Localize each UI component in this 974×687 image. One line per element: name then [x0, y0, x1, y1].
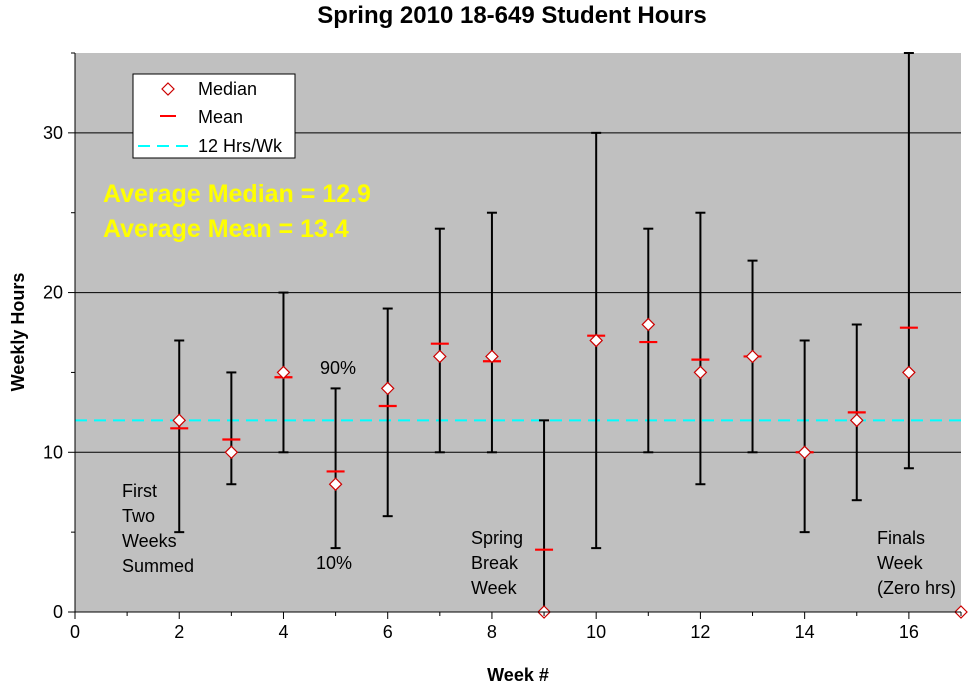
annotation-first-weeks-2: Two — [122, 506, 155, 526]
x-tick-label-4: 4 — [278, 622, 288, 642]
x-tick-label-14: 14 — [795, 622, 815, 642]
median-marker-week-13 — [745, 349, 760, 364]
chart-title: Spring 2010 18-649 Student Hours — [317, 2, 706, 29]
median-marker-week-3 — [224, 445, 239, 460]
median-marker-week-7 — [432, 349, 447, 364]
annotation-first-weeks-1: First — [122, 481, 157, 501]
annotation-first-weeks-3: Weeks — [122, 531, 177, 551]
legend: Median Mean 12 Hrs/Wk — [132, 73, 296, 159]
x-axis-title: Week # — [487, 665, 549, 685]
axes — [68, 52, 962, 619]
median-marker-week-2 — [172, 413, 187, 428]
legend-median-marker — [161, 82, 175, 96]
x-tick-label-10: 10 — [586, 622, 606, 642]
y-tick-label-20: 20 — [43, 283, 63, 303]
median-marker-week-12 — [693, 365, 708, 380]
y-tick-label-10: 10 — [43, 442, 63, 462]
y-tick-label-30: 30 — [43, 123, 63, 143]
annotation-spring-break-1: Spring — [471, 528, 523, 548]
average-median-text: Average Median = 12.9 — [103, 180, 371, 208]
annotation-finals-1: Finals — [877, 528, 925, 548]
tick-labels: 0 2 4 6 8 10 12 14 16 0 10 20 30 — [43, 123, 919, 642]
legend-mean-label: Mean — [198, 107, 243, 127]
x-tick-label-2: 2 — [174, 622, 184, 642]
y-axis-title: Weekly Hours — [8, 273, 28, 392]
legend-median-label: Median — [198, 79, 257, 99]
annotation-spring-break-3: Week — [471, 578, 518, 598]
median-marker-week-10 — [589, 333, 604, 348]
annotation-spring-break-2: Break — [471, 553, 519, 573]
median-marker-week-6 — [380, 381, 395, 396]
annotation-first-weeks-4: Summed — [122, 556, 194, 576]
x-tick-label-12: 12 — [690, 622, 710, 642]
median-markers — [172, 317, 968, 619]
x-tick-label-8: 8 — [487, 622, 497, 642]
median-marker-week-15 — [849, 413, 864, 428]
legend-12hrs-label: 12 Hrs/Wk — [198, 136, 283, 156]
median-marker-week-11 — [641, 317, 656, 332]
median-marker-week-14 — [797, 445, 812, 460]
median-marker-week-5 — [328, 477, 343, 492]
median-marker-week-4 — [276, 365, 291, 380]
average-mean-text: Average Mean = 13.4 — [103, 215, 349, 243]
annotation-90-percent: 90% — [320, 358, 356, 378]
annotation-10-percent: 10% — [316, 553, 352, 573]
annotation-finals-2: Week — [877, 553, 924, 573]
x-tick-label-16: 16 — [899, 622, 919, 642]
annotation-finals-3: (Zero hrs) — [877, 578, 956, 598]
x-tick-label-0: 0 — [70, 622, 80, 642]
median-marker-week-16 — [902, 365, 916, 380]
y-tick-label-0: 0 — [53, 602, 63, 622]
median-marker-week-8 — [485, 349, 499, 364]
x-tick-label-6: 6 — [383, 622, 393, 642]
